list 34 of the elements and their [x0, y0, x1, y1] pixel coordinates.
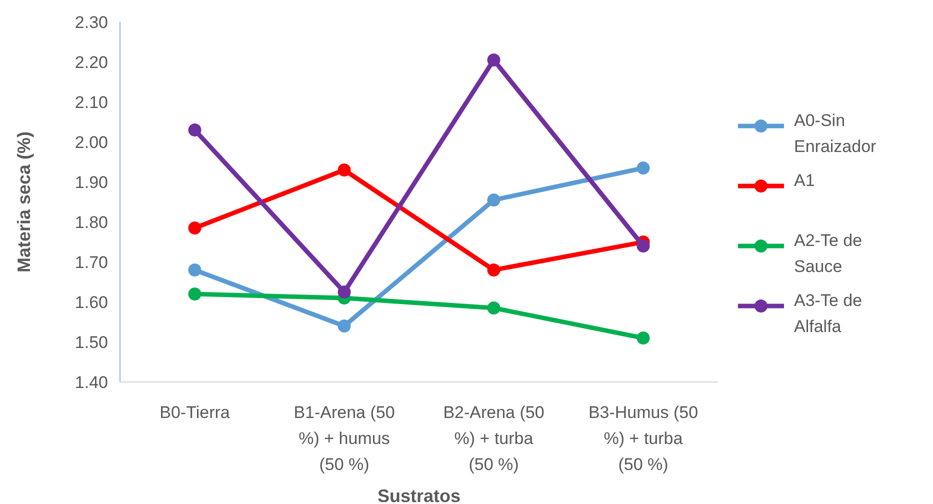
point [487, 302, 500, 314]
point [338, 320, 351, 332]
x-tick-label: B3-Humus (50 %) + turba (50 %) [588, 403, 698, 474]
point [636, 240, 650, 252]
legend-label: A3-Te de Alfalfa [794, 291, 862, 336]
y-tick-label: 2.10 [74, 92, 108, 112]
point [487, 54, 500, 66]
point [188, 264, 202, 276]
point [636, 332, 650, 344]
y-tick-label: 2.20 [74, 52, 108, 72]
point [636, 162, 650, 174]
legend-label: A1 [794, 171, 815, 190]
point [188, 222, 202, 234]
point [487, 264, 500, 276]
y-tick-label: 1.90 [74, 172, 108, 192]
x-tick-label: B2-Arena (50 %) + turba (50 %) [443, 403, 544, 474]
point [338, 286, 351, 298]
point [188, 124, 202, 136]
y-tick-label: 1.60 [74, 292, 108, 312]
y-tick-label: 1.40 [74, 372, 108, 392]
point [188, 288, 202, 300]
point [338, 164, 351, 176]
y-tick-label: 2.00 [74, 132, 108, 152]
y-tick-label: 1.70 [74, 252, 108, 272]
y-tick-label: 1.80 [74, 212, 108, 232]
x-axis-title: Sustratos [377, 486, 461, 504]
point [487, 194, 500, 206]
y-axis-title: Materia seca (%) [14, 131, 34, 273]
x-tick-label: B1-Arena (50 %) + humus (50 %) [294, 403, 395, 474]
legend-label: A2-Te de Sauce [794, 231, 862, 276]
legend-label: A0-Sin Enraizador [794, 111, 877, 156]
y-tick-label: 1.50 [74, 332, 108, 352]
x-tick-label: B0-Tierra [160, 403, 230, 422]
y-tick-label: 2.30 [74, 12, 108, 32]
